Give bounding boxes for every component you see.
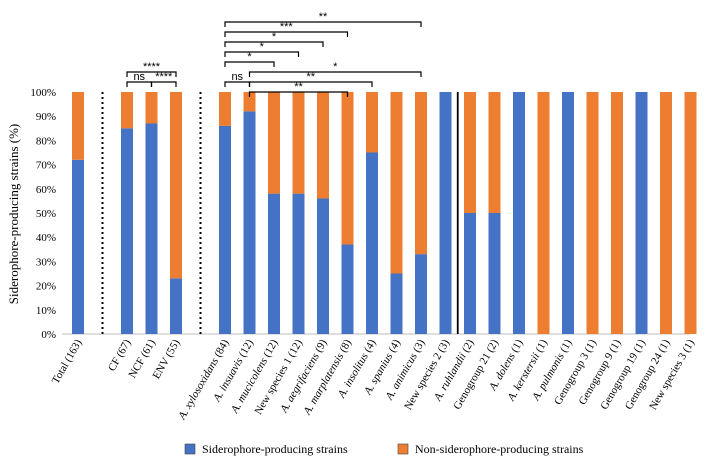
bar-siderophore (72, 159, 84, 334)
y-tick-label: 80% (36, 135, 56, 147)
y-tick-label: 20% (36, 281, 56, 293)
bar-siderophore (145, 123, 158, 335)
bar-non-siderophore (366, 92, 378, 153)
significance-bracket: ns (126, 71, 153, 87)
y-tick-label: 60% (36, 184, 56, 196)
significance-label: *** (280, 21, 294, 33)
significance-label: **** (155, 71, 173, 83)
significance-bracket: * (224, 41, 300, 57)
bar-non-siderophore (660, 92, 672, 334)
significance-bracket: ** (248, 71, 373, 87)
bar-siderophore (219, 125, 231, 334)
significance-label: * (333, 61, 338, 73)
bar-siderophore (415, 254, 427, 334)
significance-bracket: * (224, 31, 324, 47)
bar-siderophore (170, 278, 182, 334)
group-separators (101, 92, 459, 334)
bar-siderophore (121, 128, 133, 334)
significance-bracket: ns (224, 71, 251, 87)
significance-bracket: * (248, 61, 422, 77)
significance-bracket: **** (150, 71, 177, 87)
legend: Siderophore-producing strains Non-siderop… (184, 442, 584, 456)
significance-bracket: **** (126, 61, 177, 77)
bar-siderophore (635, 92, 648, 334)
y-axis-label: Siderophore-producing strains (%) (6, 124, 21, 305)
bar-non-siderophore (390, 92, 403, 274)
bar-siderophore (366, 152, 378, 334)
significance-bracket: * (224, 51, 275, 67)
legend-item: Non-siderophore-producing strains (397, 442, 584, 456)
bar-non-siderophore (488, 92, 501, 213)
significance-label: * (260, 41, 265, 53)
bar-siderophore (390, 273, 403, 334)
legend-swatch (184, 443, 196, 455)
significance-label: * (272, 31, 277, 43)
y-tick-label: 30% (36, 256, 56, 268)
y-tick-label: 0% (41, 329, 56, 341)
bar-non-siderophore (317, 92, 329, 199)
significance-label: ** (294, 81, 303, 93)
bar-siderophore (513, 92, 525, 334)
legend-item: Siderophore-producing strains (184, 442, 348, 456)
bar-siderophore (243, 111, 256, 334)
bars (72, 92, 697, 335)
y-tick-label: 90% (36, 111, 56, 123)
significance-brackets: ns ********ns************* (126, 11, 422, 97)
significance-label: ns (133, 71, 145, 83)
bar-siderophore (464, 213, 476, 334)
bar-siderophore (562, 92, 574, 334)
bar-non-siderophore (292, 92, 305, 194)
significance-label: **** (143, 61, 161, 73)
y-tick-label: 10% (36, 305, 56, 317)
significance-label: ** (319, 11, 328, 23)
bar-non-siderophore (537, 92, 550, 334)
bar-non-siderophore (145, 92, 158, 124)
x-axis-labels: Total (163) CF (67)NCF (61)ENV (55)A. xyl… (50, 337, 698, 422)
significance-bracket: ** (248, 81, 349, 97)
bar-non-siderophore (268, 92, 280, 194)
significance-label: * (247, 51, 252, 63)
bar-non-siderophore (72, 92, 84, 160)
y-tick-label: 40% (36, 232, 56, 244)
x-tick-label: New species 3 (1) (647, 337, 697, 412)
y-tick-label: 50% (36, 208, 56, 220)
significance-label: ns (231, 71, 243, 83)
bar-non-siderophore (341, 92, 354, 245)
bar-siderophore (439, 92, 452, 334)
bar-siderophore (292, 193, 305, 334)
bar-non-siderophore (219, 92, 231, 126)
bar-non-siderophore (121, 92, 133, 129)
bar-siderophore (488, 213, 501, 334)
bar-siderophore (268, 193, 280, 334)
legend-swatch (397, 443, 409, 455)
bar-siderophore (341, 244, 354, 334)
significance-bracket: *** (224, 21, 349, 37)
legend-label: Siderophore-producing strains (202, 442, 348, 456)
bar-non-siderophore (684, 92, 697, 334)
y-axis: 0% 10% 20% 30% 40% 50% 60% 70% 80% 90% 100% (30, 87, 690, 341)
bar-non-siderophore (243, 92, 256, 112)
bar-siderophore (317, 198, 329, 334)
bar-non-siderophore (464, 92, 476, 213)
y-tick-label: 100% (30, 87, 56, 99)
significance-label: ** (306, 71, 315, 83)
bar-non-siderophore (415, 92, 427, 255)
bar-non-siderophore (170, 92, 182, 279)
x-tick-label: Total (163) (50, 337, 85, 386)
bar-non-siderophore (586, 92, 599, 334)
significance-bracket: ** (224, 11, 422, 27)
legend-label: Non-siderophore-producing strains (415, 442, 584, 456)
bar-non-siderophore (611, 92, 623, 334)
y-tick-label: 70% (36, 160, 56, 172)
